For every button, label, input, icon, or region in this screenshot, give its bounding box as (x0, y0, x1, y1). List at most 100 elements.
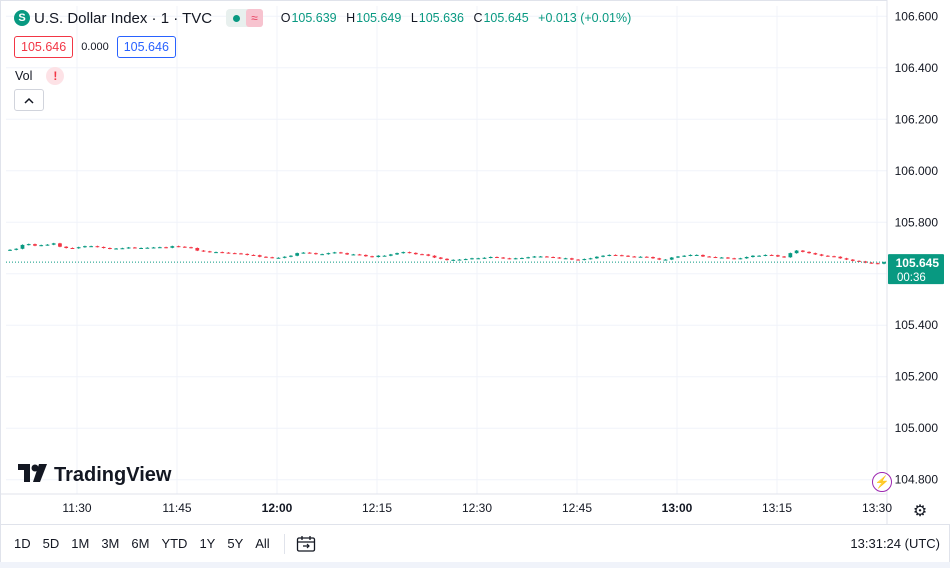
candle-body (8, 249, 12, 251)
candle-body (651, 257, 655, 259)
candle-body (314, 253, 318, 255)
candle-body (788, 253, 793, 258)
candle-body (457, 259, 462, 261)
candle-body (214, 252, 218, 254)
candle-body (257, 255, 262, 257)
candle-body (351, 254, 356, 256)
x-tick-label: 12:30 (462, 501, 492, 515)
candle-body (33, 244, 37, 246)
lightning-icon[interactable]: ⚡ (872, 472, 892, 492)
candle-body (145, 247, 150, 249)
candle-body (526, 257, 531, 259)
candle-body (376, 255, 381, 258)
candle-body (426, 254, 431, 256)
gear-icon[interactable]: ⚙ (912, 503, 928, 520)
y-tick-label: 106.400 (895, 61, 939, 75)
low-value: 105.636 (418, 11, 464, 25)
candle-body (176, 246, 181, 248)
chart-legend: S U.S. Dollar Index · 1 · TVC ≈ O105.639… (14, 9, 631, 27)
x-tick-label: 13:30 (862, 501, 892, 515)
calendar-goto-icon[interactable] (296, 535, 316, 553)
warning-icon[interactable]: ! (46, 67, 65, 85)
range-tab-1y[interactable]: 1Y (199, 536, 216, 551)
delayed-data-icon: ≈ (246, 9, 263, 27)
candle-body (701, 254, 705, 257)
candle-body (532, 256, 537, 258)
collapse-legend-button[interactable] (14, 89, 44, 111)
chart-canvas[interactable]: 104.800105.000105.200105.400105.600105.8… (0, 0, 950, 524)
candle-body (751, 255, 755, 258)
candle-body (26, 244, 31, 246)
low-label: L (410, 11, 418, 25)
symbol-title[interactable]: U.S. Dollar Index · 1 · TVC (34, 9, 213, 27)
x-tick-label: 13:15 (762, 501, 792, 515)
sell-price-button[interactable]: 105.646 (14, 36, 74, 58)
candle-body (682, 255, 687, 257)
open-label: O (280, 11, 291, 25)
volume-label[interactable]: Vol (15, 69, 33, 83)
candle-body (507, 258, 512, 260)
candle-body (264, 256, 268, 258)
y-tick-label: 105.400 (895, 318, 939, 332)
range-tab-1d[interactable]: 1D (14, 536, 31, 551)
high-label: H (346, 11, 356, 25)
candle-body (588, 258, 593, 260)
candle-body (495, 257, 499, 259)
candle-body (207, 251, 212, 253)
range-tab-5d[interactable]: 5D (42, 536, 60, 551)
utc-clock[interactable]: 13:31:24 (UTC) (850, 536, 940, 551)
candle-body (239, 253, 243, 255)
candle-body (58, 243, 62, 247)
candle-body (182, 246, 187, 248)
buy-price-button[interactable]: 105.646 (116, 36, 176, 58)
candle-body (576, 259, 580, 261)
candle-body (363, 254, 368, 257)
candle-body (108, 248, 112, 249)
candle-body (800, 250, 805, 252)
candle-body (201, 250, 206, 252)
candle-body (632, 256, 637, 258)
candle-body (832, 256, 836, 258)
candle-body (164, 247, 168, 249)
candle-body (320, 254, 325, 256)
candle-body (132, 247, 137, 249)
candle-body (326, 253, 331, 255)
candle-body (732, 258, 737, 260)
candle-body (83, 246, 87, 248)
candle-body (126, 247, 131, 249)
candle-body (763, 254, 768, 256)
candle-body (782, 256, 786, 258)
tradingview-logo[interactable]: TradingView (18, 462, 171, 488)
market-status[interactable]: ≈ (226, 9, 263, 27)
market-open-dot-icon (233, 14, 241, 22)
range-tab-1m[interactable]: 1M (71, 536, 90, 551)
range-tab-3m[interactable]: 3M (101, 536, 120, 551)
candle-body (694, 254, 699, 256)
candle-body (338, 252, 343, 254)
bid-ask-panel: 105.646 0.000 105.646 (14, 36, 176, 58)
candle-body (638, 256, 643, 258)
candle-body (251, 254, 256, 256)
range-tab-5y[interactable]: 5Y (227, 536, 244, 551)
candle-body (295, 253, 300, 256)
candle-body (738, 258, 743, 260)
y-tick-label: 105.000 (895, 421, 939, 435)
range-tab-ytd[interactable]: YTD (161, 536, 188, 551)
volume-legend: Vol ! (15, 67, 65, 85)
candle-body (470, 258, 474, 260)
y-tick-label: 106.600 (895, 9, 939, 23)
candle-body (345, 253, 349, 255)
candle-body (89, 246, 94, 248)
range-tab-6m[interactable]: 6M (131, 536, 150, 551)
last-price-label-bg[interactable] (888, 254, 944, 285)
candle-body (875, 263, 880, 265)
candle-body (482, 257, 487, 259)
candle-body (307, 252, 312, 254)
candle-body (813, 253, 818, 255)
candle-body (863, 261, 868, 263)
candle-body (270, 257, 275, 259)
range-tab-all[interactable]: All (255, 536, 270, 551)
candle-body (232, 253, 237, 255)
x-tick-label: 11:30 (62, 501, 91, 515)
x-tick-label: 13:00 (662, 501, 693, 515)
